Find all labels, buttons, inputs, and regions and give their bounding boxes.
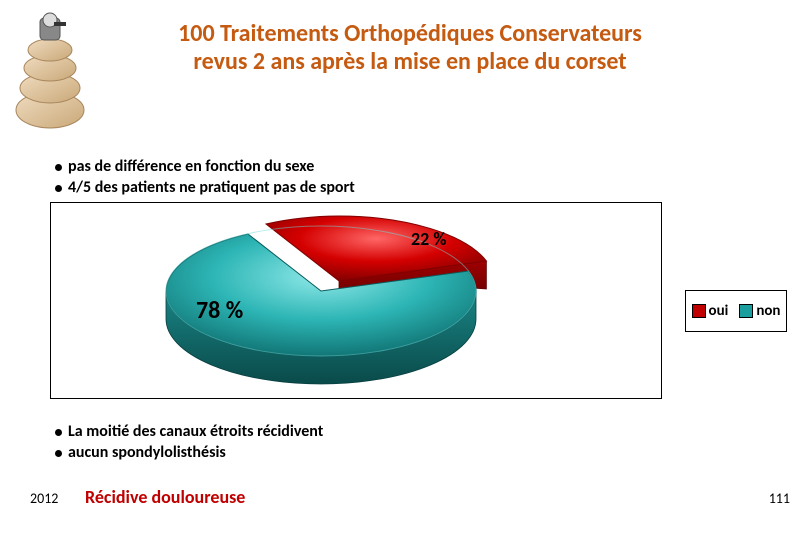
title-line-1: 100 Traitements Orthopédiques Conservate… [178, 19, 642, 48]
slice-label-non: 78 % [196, 296, 243, 325]
spine-illustration [10, 10, 90, 130]
slice-label-oui: 22 % [411, 228, 446, 250]
page-number: 111 [769, 490, 790, 507]
legend-label-non: non [756, 302, 780, 320]
bullet-item: 4/5 des patients ne pratiquent pas de sp… [55, 178, 355, 197]
bullet-dot-icon [55, 164, 62, 171]
bullet-item: aucun spondylolisthésis [55, 443, 323, 462]
bullet-text: pas de différence en fonction du sexe [68, 157, 314, 176]
bullet-dot-icon [55, 429, 62, 436]
footer-year: 2012 [30, 490, 58, 507]
bullets-top: pas de différence en fonction du sexe 4/… [55, 155, 355, 199]
legend-swatch-non [739, 304, 753, 318]
bullet-text: 4/5 des patients ne pratiquent pas de sp… [68, 178, 355, 197]
legend-swatch-oui [692, 304, 706, 318]
bullet-text: La moitié des canaux étroits récidivent [68, 422, 323, 441]
bullet-dot-icon [55, 185, 62, 192]
bullets-bottom: La moitié des canaux étroits récidivent … [55, 420, 323, 464]
pie-chart-frame: 22 % 78 % [50, 202, 662, 399]
chart-legend: oui non [685, 290, 787, 332]
bullet-item: pas de différence en fonction du sexe [55, 157, 355, 176]
title-line-2: revus 2 ans après la mise en place du co… [193, 47, 626, 76]
bullet-item: La moitié des canaux étroits récidivent [55, 422, 323, 441]
bullet-dot-icon [55, 450, 62, 457]
legend-label-oui: oui [709, 302, 729, 320]
bullet-text: aucun spondylolisthésis [68, 443, 226, 462]
page-title: 100 Traitements Orthopédiques Conservate… [100, 20, 720, 75]
footer-label: Récidive douloureuse [85, 486, 245, 508]
